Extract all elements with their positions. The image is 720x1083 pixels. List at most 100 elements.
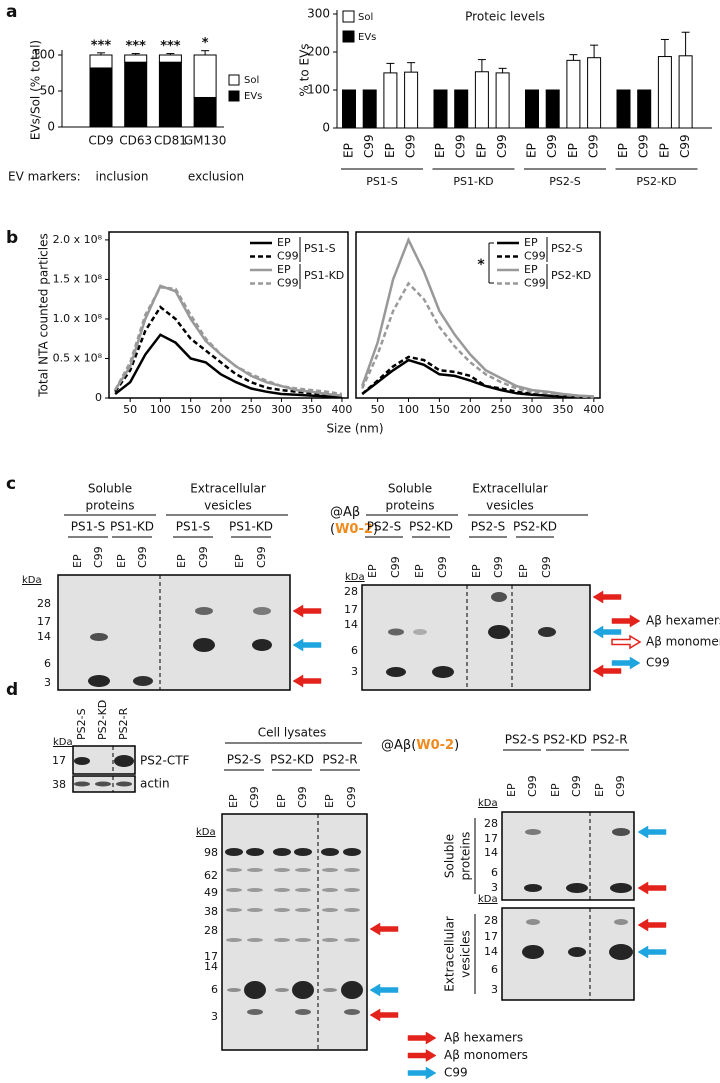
x-tick-label: C99 [545, 134, 559, 158]
x-tick-label: C99 [495, 134, 509, 158]
lane-label: EP [323, 794, 336, 808]
x-tick-label: EP [433, 143, 447, 158]
x-tick-label: 400 [583, 403, 604, 416]
x-tick-label: C99 [454, 134, 468, 158]
legend-swatch [342, 30, 355, 43]
kda-marker: 14 [484, 846, 498, 859]
arrow [637, 825, 667, 839]
band [274, 938, 290, 942]
band [226, 908, 242, 912]
band [247, 868, 263, 872]
x-tick-label: CD81 [154, 134, 187, 148]
bar [193, 96, 217, 128]
kda-marker: 17 [204, 950, 218, 963]
bar [637, 89, 652, 129]
plot-frame [355, 231, 601, 399]
lane-label: EP [366, 564, 379, 578]
line-series [361, 355, 594, 399]
band [538, 627, 556, 637]
blot-side-label: vesicles [459, 930, 473, 978]
x-tick-label: C99 [404, 134, 418, 158]
band [247, 888, 263, 892]
band [386, 667, 406, 677]
x-tick-label: 400 [331, 403, 352, 416]
x-tick-label: 150 [429, 403, 450, 416]
band [609, 944, 633, 960]
lane-label: C99 [614, 775, 627, 797]
band [524, 884, 542, 892]
bar [383, 72, 398, 129]
band [195, 607, 213, 615]
x-tick-label: 100 [398, 403, 419, 416]
lane-label: C99 [92, 546, 105, 568]
kda-marker: 6 [491, 866, 498, 879]
legend-label: EVs [244, 91, 262, 102]
band [566, 883, 588, 893]
band [295, 908, 311, 912]
band [253, 607, 271, 615]
band [226, 868, 242, 872]
bar [158, 54, 182, 63]
kda-marker: 6 [351, 644, 358, 657]
kda-marker: 98 [204, 846, 218, 859]
kda-marker: 3 [351, 665, 358, 678]
band [344, 938, 360, 942]
lane-label: C99 [345, 786, 358, 808]
band-label: actin [140, 777, 170, 791]
x-tick-label: 200 [210, 403, 231, 416]
group-label: PS1-S [176, 520, 210, 534]
footnote: EV markers: [8, 170, 81, 184]
panel-label: b [6, 228, 18, 248]
antibody-label: @Aβ [330, 505, 360, 520]
lane-label: C99 [197, 546, 210, 568]
kda-marker: 28 [484, 914, 498, 927]
x-tick-label: EP [566, 143, 580, 158]
bar [158, 61, 182, 128]
blot-title: Cell lysates [258, 726, 327, 740]
lane-label: EP [115, 554, 128, 568]
band [323, 988, 337, 992]
lane-label: C99 [540, 556, 553, 578]
band [252, 639, 272, 651]
x-tick-label: 300 [271, 403, 292, 416]
group-label: PS1-KD [110, 520, 154, 534]
kda-marker: 38 [204, 905, 218, 918]
group-label: PS2-S [505, 733, 539, 747]
band [294, 848, 312, 856]
x-tick-label: 250 [491, 403, 512, 416]
bar [342, 89, 356, 129]
band [244, 981, 266, 999]
blot [57, 574, 291, 691]
lane-label: EP [175, 554, 188, 568]
y-tick-label: 100 [32, 48, 55, 62]
antibody-part: ( [411, 738, 416, 753]
band [225, 848, 243, 856]
y-tick-label: 50 [40, 84, 55, 98]
x-tick-label: 350 [552, 403, 573, 416]
arrow [592, 664, 622, 678]
band [88, 675, 110, 687]
band [344, 868, 360, 872]
band [247, 908, 263, 912]
x-tick-label: 300 [522, 403, 543, 416]
legend-label: C99 [444, 1066, 468, 1080]
group-label: PS2-R [322, 753, 357, 767]
legend-label: EP [524, 236, 538, 249]
x-tick-label: 250 [241, 403, 262, 416]
kda-marker: 38 [52, 778, 66, 791]
band [247, 938, 263, 942]
x-tick-label: C99 [637, 134, 651, 158]
band [322, 938, 338, 942]
legend-label: Aβ hexamers [646, 614, 720, 628]
panel-label: d [6, 680, 18, 700]
bar [525, 89, 539, 129]
band [488, 625, 510, 639]
group-label: PS2-S [367, 520, 401, 534]
header: proteins [386, 499, 435, 513]
band [341, 981, 363, 999]
kda-marker: 14 [204, 960, 218, 973]
x-tick-label: GM130 [184, 134, 227, 148]
y-tick-label: 1.5 x 10⁸ [53, 272, 103, 285]
kda-label: kDa [196, 827, 216, 838]
group-label: PS2-S [471, 520, 505, 534]
